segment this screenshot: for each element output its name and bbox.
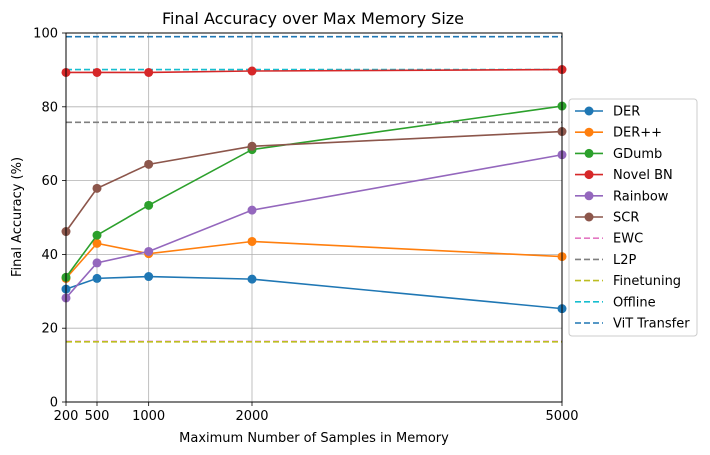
legend-label: Offline bbox=[613, 295, 656, 310]
series-novel-bn bbox=[61, 65, 567, 77]
data-point-der bbox=[247, 274, 257, 284]
data-point-scr bbox=[144, 159, 154, 169]
legend-label: L2P bbox=[613, 253, 637, 268]
legend-marker bbox=[584, 127, 594, 137]
series-der bbox=[61, 272, 567, 314]
legend-label: EWC bbox=[613, 232, 643, 247]
data-point-novel-bn bbox=[144, 67, 154, 77]
series-rainbow bbox=[61, 150, 567, 303]
legend-item-l2p: L2P bbox=[575, 253, 637, 268]
legend-item-rainbow: Rainbow bbox=[575, 189, 669, 204]
data-point-gdumb bbox=[92, 230, 102, 240]
legend-item-gdumb: GDumb bbox=[575, 147, 662, 162]
legend-frame bbox=[568, 98, 698, 337]
legend-marker bbox=[584, 191, 594, 201]
data-point-scr bbox=[92, 183, 102, 193]
legend-item-vit-transfer: ViT Transfer bbox=[575, 317, 690, 332]
legend-marker bbox=[584, 148, 594, 158]
data-point-rainbow bbox=[144, 246, 154, 256]
y-tick-label: 20 bbox=[41, 322, 58, 337]
legend-label: Finetuning bbox=[613, 274, 681, 289]
data-point-novel-bn bbox=[247, 66, 257, 76]
legend-item-novel-bn: Novel BN bbox=[575, 168, 673, 183]
legend-item-der: DER++ bbox=[575, 126, 662, 141]
series-line-der bbox=[65, 240, 563, 279]
series-scr bbox=[61, 127, 567, 237]
legend-item-finetuning: Finetuning bbox=[575, 274, 681, 289]
legend-label: SCR bbox=[613, 211, 639, 226]
x-tick-label: 500 bbox=[85, 409, 110, 424]
legend-label: GDumb bbox=[613, 147, 662, 162]
x-axis: 200 500 1000 2000 5000 bbox=[54, 402, 579, 424]
plot-frame bbox=[65, 32, 563, 403]
legend-label: DER bbox=[613, 105, 640, 120]
data-point-rainbow bbox=[247, 205, 257, 215]
legend-marker bbox=[584, 212, 594, 222]
series-line-der bbox=[65, 275, 563, 310]
grid bbox=[65, 32, 563, 403]
data-point-scr bbox=[247, 141, 257, 151]
legend-label: DER++ bbox=[613, 126, 662, 141]
data-point-rainbow bbox=[92, 258, 102, 268]
y-tick-label: 100 bbox=[33, 27, 58, 42]
x-axis-label: Maximum Number of Samples in Memory bbox=[179, 431, 449, 446]
series-der bbox=[61, 236, 567, 283]
legend-label: Rainbow bbox=[613, 189, 669, 204]
y-tick-label: 60 bbox=[41, 174, 58, 189]
legend-label: Novel BN bbox=[613, 168, 673, 183]
chart-title: Final Accuracy over Max Memory Size bbox=[162, 9, 464, 28]
series-line-scr bbox=[65, 130, 563, 232]
data-point-der bbox=[92, 273, 102, 283]
y-tick-label: 80 bbox=[41, 100, 58, 115]
data-point-der bbox=[92, 238, 102, 248]
x-tick-label: 5000 bbox=[545, 409, 578, 424]
y-axis: 0 20 40 60 80 100 bbox=[33, 27, 66, 411]
legend-item-offline: Offline bbox=[575, 295, 656, 310]
x-tick-label: 1000 bbox=[132, 409, 165, 424]
data-point-der bbox=[247, 236, 257, 246]
y-tick-label: 0 bbox=[50, 396, 58, 411]
legend-marker bbox=[584, 170, 594, 180]
legend-item-ewc: EWC bbox=[575, 232, 643, 247]
data-point-gdumb bbox=[144, 200, 154, 210]
legend-item-der: DER bbox=[575, 105, 640, 120]
series-layer bbox=[61, 35, 567, 343]
x-tick-label: 2000 bbox=[235, 409, 268, 424]
legend: DER DER++ GDumb Novel BN Rainbow SCR EWC L2P Fin… bbox=[568, 98, 698, 337]
data-point-novel-bn bbox=[92, 67, 102, 77]
data-point-der bbox=[144, 272, 154, 282]
legend-marker bbox=[584, 106, 594, 116]
legend-label: ViT Transfer bbox=[613, 317, 690, 332]
y-tick-label: 40 bbox=[41, 248, 58, 263]
x-tick-label: 200 bbox=[54, 409, 79, 424]
y-axis-label: Final Accuracy (%) bbox=[10, 157, 25, 277]
legend-item-scr: SCR bbox=[575, 211, 639, 226]
